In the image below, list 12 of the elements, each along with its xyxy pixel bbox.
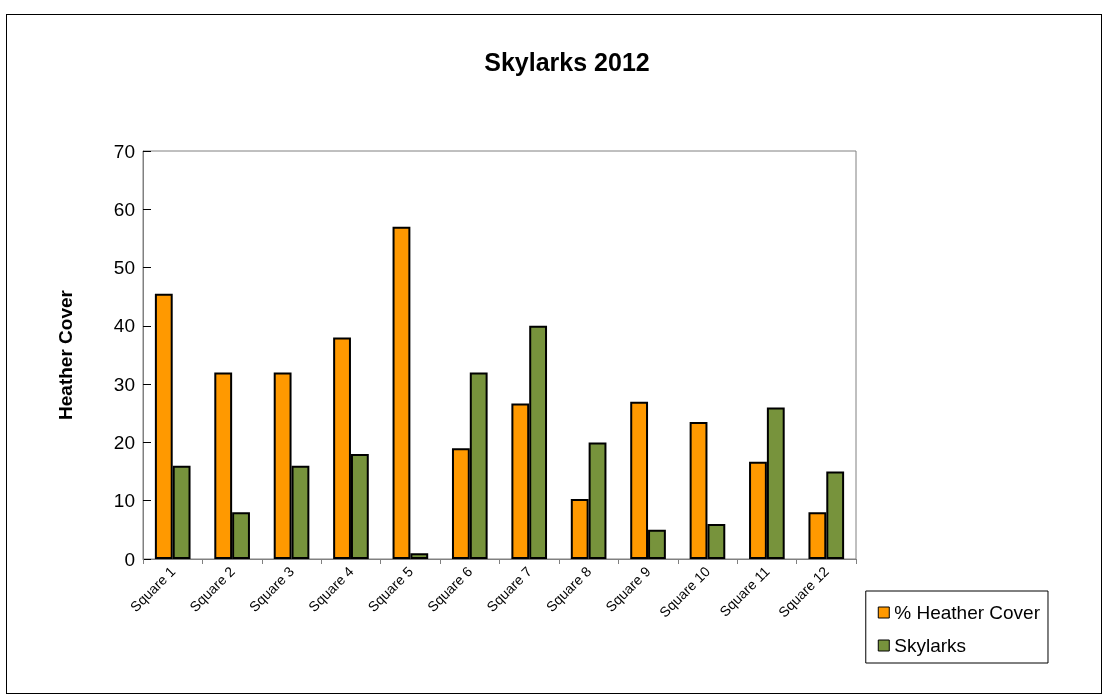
chart-title: Skylarks 2012: [484, 47, 650, 76]
y-tick-label: 60: [113, 198, 135, 220]
y-tick-label: 70: [113, 140, 135, 162]
y-tick-label: 20: [113, 431, 135, 453]
y-tick-label: 0: [124, 548, 135, 570]
y-tick-label: 40: [113, 315, 135, 337]
legend-label: % Heather Cover: [894, 602, 1041, 623]
y-axis-title: Heather Cover: [55, 289, 76, 420]
y-tick-label: 30: [113, 373, 135, 395]
y-tick-label: 50: [113, 257, 135, 279]
legend-label: Skylarks: [894, 635, 967, 656]
y-tick-label: 10: [113, 490, 135, 512]
